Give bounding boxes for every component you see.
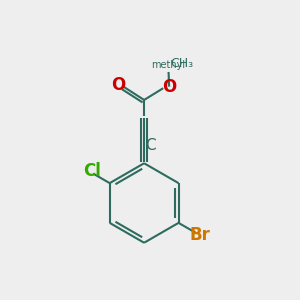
- Text: C: C: [145, 138, 156, 153]
- Text: O: O: [162, 78, 176, 96]
- Text: methyl: methyl: [152, 61, 186, 70]
- Text: Br: Br: [190, 226, 210, 244]
- Text: Cl: Cl: [83, 162, 101, 180]
- Text: CH₃: CH₃: [170, 57, 193, 70]
- Text: O: O: [111, 76, 125, 94]
